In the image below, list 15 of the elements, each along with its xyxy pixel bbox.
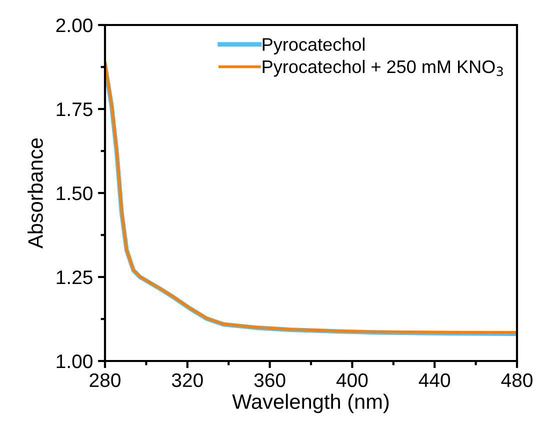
y-tick-label: 1.00 — [56, 354, 92, 368]
y-tick-label: 1.25 — [56, 270, 92, 284]
legend-label: Pyrocatechol + 250 mM KNO$_{3}$ — [262, 60, 503, 77]
x-tick-label: 400 — [336, 373, 368, 388]
y-tick-label: 2.00 — [56, 18, 92, 32]
legend-label: Pyrocatechol — [262, 38, 364, 54]
x-tick-label: 480 — [501, 373, 532, 388]
x-tick-label: 320 — [172, 373, 203, 388]
y-tick-label: 1.75 — [56, 102, 92, 116]
y-tick-label: 1.50 — [56, 186, 92, 200]
x-tick-label: 280 — [90, 373, 120, 388]
x-tick-label: 440 — [418, 373, 450, 388]
x-tick-label: 360 — [254, 373, 286, 388]
y-axis-title: Absorbance — [28, 138, 43, 249]
x-axis-title: Wavelength (nm) — [232, 394, 389, 414]
